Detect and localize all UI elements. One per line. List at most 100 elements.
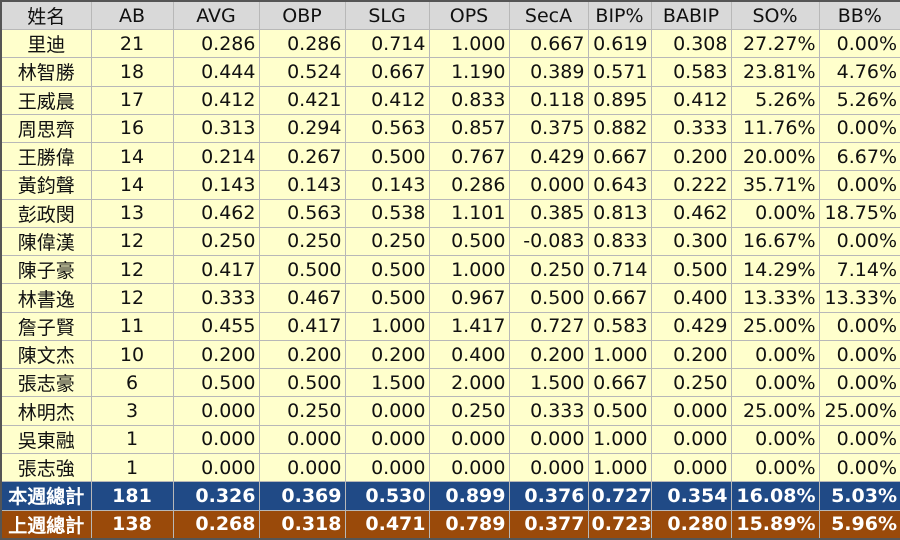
stat-cell: 0.417 (258, 311, 346, 341)
player-name: 詹子賢 (0, 311, 92, 341)
stat-cell: 0.250 (172, 226, 260, 257)
stat-cell: 0.326 (172, 481, 260, 511)
stat-cell: 0.318 (258, 509, 346, 540)
player-row: 林書逸 12 0.333 0.467 0.500 0.967 0.500 0.667 0.400… (0, 283, 900, 313)
stat-cell: 0.563 (344, 113, 430, 144)
stat-cell: 1.500 (508, 368, 589, 398)
player-row: 林明杰 3 0.000 0.250 0.000 0.250 0.333 0.500 0.000 2… (0, 396, 900, 426)
stat-cell: 0.462 (650, 198, 732, 228)
stat-cell: 2.000 (428, 368, 510, 398)
stat-cell: 0.723 (587, 509, 652, 540)
stat-cell: 25.00% (730, 396, 820, 426)
stat-cell: 1.190 (428, 57, 510, 87)
stat-cell: 20.00% (730, 142, 820, 172)
stat-cell: 7.14% (818, 255, 900, 285)
stat-cell: 15.89% (730, 509, 820, 540)
stat-cell: 0.00% (818, 339, 900, 370)
stat-cell: 10 (90, 339, 174, 370)
stat-cell: 0.00% (818, 368, 900, 398)
player-name: 周思齊 (0, 113, 92, 144)
stat-cell: 0.767 (428, 142, 510, 172)
stat-cell: 0.250 (258, 226, 346, 257)
stat-cell: 0.200 (650, 142, 732, 172)
stat-cell: 11.76% (730, 113, 820, 144)
player-row: 吳東融 1 0.000 0.000 0.000 0.000 0.000 1.000 0.000 0… (0, 424, 900, 454)
stat-cell: 0.500 (172, 368, 260, 398)
stat-cell: 0.471 (344, 509, 430, 540)
player-name: 林書逸 (0, 283, 92, 313)
stat-cell: 0.00% (730, 339, 820, 370)
stat-cell: 1.417 (428, 311, 510, 341)
stat-cell: 0.308 (650, 28, 732, 59)
stat-cell: 0.000 (650, 452, 732, 483)
player-name: 里迪 (0, 28, 92, 59)
player-row: 陳文杰 10 0.200 0.200 0.200 0.400 0.200 1.000 0.200… (0, 339, 900, 370)
player-name: 王勝偉 (0, 142, 92, 172)
stat-cell: 0.583 (587, 311, 652, 341)
stat-cell: 0.524 (258, 57, 346, 87)
stat-cell: 0.530 (344, 481, 430, 511)
header-cell: SO% (730, 0, 820, 30)
stat-cell: 0.467 (258, 283, 346, 313)
stat-cell: 5.96% (818, 509, 900, 540)
player-row: 王威晨 17 0.412 0.421 0.412 0.833 0.118 0.895 0.412… (0, 85, 900, 115)
player-name: 林明杰 (0, 396, 92, 426)
stat-cell: 0.421 (258, 85, 346, 115)
stat-cell: 0.500 (587, 396, 652, 426)
stat-cell: 0.200 (650, 339, 732, 370)
stat-cell: 0.000 (508, 452, 589, 483)
stat-cell: 0.267 (258, 142, 346, 172)
stat-cell: 0.895 (587, 85, 652, 115)
stat-cell: 0.400 (428, 339, 510, 370)
stat-cell: 0.833 (587, 226, 652, 257)
player-name: 彭政閔 (0, 198, 92, 228)
stat-cell: 0.280 (650, 509, 732, 540)
stat-cell: 0.000 (258, 452, 346, 483)
stat-cell: 0.389 (508, 57, 589, 87)
stat-cell: 0.667 (508, 28, 589, 59)
stat-cell: 0.455 (172, 311, 260, 341)
stat-cell: 1 (90, 424, 174, 454)
stat-cell: 0.500 (258, 255, 346, 285)
stat-cell: 0.500 (344, 255, 430, 285)
stat-cell: 0.667 (587, 368, 652, 398)
stat-cell: 0.00% (818, 113, 900, 144)
stat-cell: 0.444 (172, 57, 260, 87)
stat-cell: 16.08% (730, 481, 820, 511)
stat-cell: 0.286 (172, 28, 260, 59)
header-cell: AB (90, 0, 174, 30)
player-name: 陳文杰 (0, 339, 92, 370)
stat-cell: 14.29% (730, 255, 820, 285)
stat-cell: 0.462 (172, 198, 260, 228)
stat-cell: 0.200 (508, 339, 589, 370)
player-row: 陳子豪 12 0.417 0.500 0.500 1.000 0.250 0.714 0.500… (0, 255, 900, 285)
stat-cell: 0.813 (587, 198, 652, 228)
stat-cell: 0.222 (650, 170, 732, 200)
player-name: 陳子豪 (0, 255, 92, 285)
stat-cell: 0.412 (650, 85, 732, 115)
stat-cell: 138 (90, 509, 174, 540)
player-name: 林智勝 (0, 57, 92, 87)
stat-cell: 0.333 (650, 113, 732, 144)
stat-cell: 0.833 (428, 85, 510, 115)
stat-cell: 0.667 (344, 57, 430, 87)
stat-cell: 0.500 (258, 368, 346, 398)
stat-cell: 0.857 (428, 113, 510, 144)
stat-cell: 0.143 (172, 170, 260, 200)
player-name: 張志強 (0, 452, 92, 483)
stat-cell: 0.714 (344, 28, 430, 59)
stat-cell: 5.03% (818, 481, 900, 511)
player-row: 張志豪 6 0.500 0.500 1.500 2.000 1.500 0.667 0.250 0… (0, 368, 900, 398)
stat-cell: 1 (90, 452, 174, 483)
player-name: 吳東融 (0, 424, 92, 454)
header-cell: OBP (258, 0, 346, 30)
stat-cell: 17 (90, 85, 174, 115)
player-row: 陳偉漢 12 0.250 0.250 0.250 0.500 -0.083 0.833 0.30… (0, 226, 900, 257)
stat-cell: 0.899 (428, 481, 510, 511)
stat-cell: 0.000 (344, 424, 430, 454)
stat-cell: 0.643 (587, 170, 652, 200)
stat-cell: 6.67% (818, 142, 900, 172)
stat-cell: 1.500 (344, 368, 430, 398)
stat-cell: 4.76% (818, 57, 900, 87)
header-cell: BB% (818, 0, 900, 30)
